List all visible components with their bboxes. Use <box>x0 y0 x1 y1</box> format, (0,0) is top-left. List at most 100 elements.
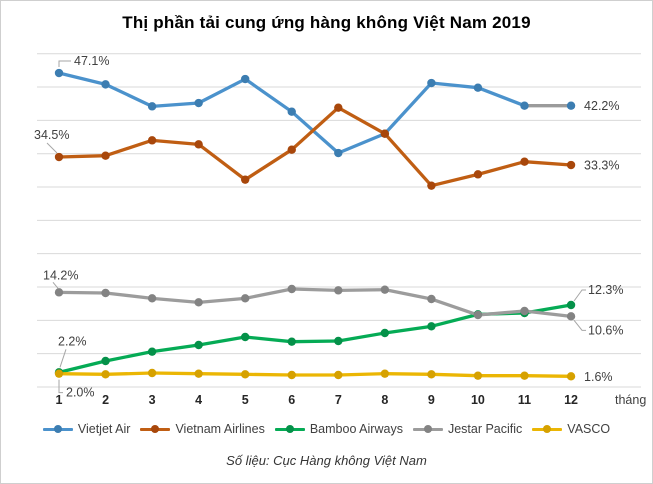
legend-dot-icon <box>423 425 432 433</box>
marker-jestar-pacific-m5 <box>241 294 250 303</box>
marker-vietjet-air-m1 <box>54 68 64 78</box>
line-segment-vietnam-airlines <box>103 138 154 158</box>
marker-vietjet-air-m9 <box>427 78 436 88</box>
marker-jestar-pacific-m3 <box>147 294 157 303</box>
x-tick-label: 8 <box>381 393 388 407</box>
marker-vietnam-airlines-m9 <box>427 181 436 190</box>
annotation-leader <box>573 320 587 331</box>
x-tick-label: 10 <box>471 393 485 407</box>
legend-item-bamboo-airways: Bamboo Airways <box>274 422 403 436</box>
line-segment-vasco <box>383 372 434 376</box>
marker-vietjet-air-m7 <box>334 148 343 158</box>
legend-line-icon <box>412 425 443 433</box>
marker-bamboo-airways-m6 <box>287 337 296 346</box>
line-segment-jestar-pacific <box>196 296 247 304</box>
line-chart: 1 2 3 4 5 6 7 8 9 10 11 12 tháng47.1%34.5%14.2%2.2%2… <box>34 53 646 407</box>
marker-jestar-pacific-m8 <box>380 285 390 294</box>
legend-dot-icon <box>285 425 294 433</box>
legend-label: Bamboo Airways <box>309 422 403 436</box>
line-segment-bamboo-airways <box>383 324 434 335</box>
marker-vietjet-air-m4 <box>194 98 203 108</box>
marker-vasco-m5 <box>241 370 250 379</box>
line-segment-jestar-pacific <box>290 287 340 292</box>
line-segment-vietnam-airlines <box>476 160 527 177</box>
x-tick-label: 11 <box>518 393 531 407</box>
chart-source: Số liệu: Cục Hàng không Việt Nam <box>226 453 427 468</box>
marker-jestar-pacific-m9 <box>427 294 436 304</box>
marker-vietnam-airlines-m8 <box>380 129 390 138</box>
x-tick-label: 3 <box>149 393 156 407</box>
data-label-vasco-m12: 1.6% <box>584 370 613 384</box>
data-label-vietnam-airlines-m1: 34.5% <box>34 128 69 142</box>
legend-item-vasco: VASCO <box>532 422 610 436</box>
marker-vietnam-airlines-m2 <box>101 151 110 160</box>
annotation-leader <box>46 142 58 154</box>
line-segment-vietjet-air <box>196 77 247 105</box>
line-segment-jestar-pacific <box>476 309 527 317</box>
line-segment-bamboo-airways <box>243 335 294 344</box>
marker-jestar-pacific-m7 <box>334 286 343 295</box>
marker-jestar-pacific-m10 <box>473 310 483 320</box>
line-segment-vasco <box>522 374 573 378</box>
marker-vasco-m12 <box>566 372 576 381</box>
marker-vietnam-airlines-m3 <box>147 136 157 145</box>
legend-line-icon <box>140 425 171 433</box>
line-segment-bamboo-airways <box>429 312 480 328</box>
marker-vasco-m8 <box>380 369 390 378</box>
x-tick-label: 1 <box>56 393 63 407</box>
line-segment-vietjet-air <box>57 71 108 87</box>
line-segment-jestar-pacific <box>336 288 387 292</box>
line-segment-jestar-pacific <box>103 291 154 300</box>
marker-vietjet-air-m6 <box>287 107 296 116</box>
annotation-leader <box>573 289 587 302</box>
legend-label: VASCO <box>567 422 611 436</box>
chart-legend: Vietjet Air Vietnam Airlines Bamboo Airway… <box>1 419 652 439</box>
annotation-leader <box>58 379 63 394</box>
marker-vietnam-airlines-m11 <box>520 157 529 166</box>
marker-bamboo-airways-m7 <box>334 336 343 346</box>
marker-bamboo-airways-m3 <box>147 347 157 356</box>
line-segment-bamboo-airways <box>57 359 108 374</box>
data-label-bamboo-airways-m12: 12.3% <box>588 283 623 297</box>
line-segment-vasco <box>336 372 387 377</box>
marker-jestar-pacific-m6 <box>287 284 296 294</box>
marker-vasco-m6 <box>287 370 296 380</box>
x-tick-label: 6 <box>288 393 295 407</box>
marker-vasco-m4 <box>194 369 203 378</box>
x-tick-label: 12 <box>564 393 578 407</box>
marker-vasco-m2 <box>101 370 110 379</box>
data-label-vietjet-air-m1: 47.1% <box>74 54 109 68</box>
line-segment-vietnam-airlines <box>429 172 480 188</box>
annotation-leader <box>59 349 67 368</box>
marker-vietjet-air-m11 <box>520 101 529 110</box>
line-segment-vietjet-air <box>150 101 201 109</box>
marker-vietjet-air-m2 <box>101 80 110 89</box>
marker-vietnam-airlines-m4 <box>194 140 203 149</box>
data-label-vasco-m1: 2.0% <box>66 386 95 400</box>
legend-item-jestar-pacific: Jestar Pacific <box>412 422 523 436</box>
line-segment-vietnam-airlines <box>522 160 573 167</box>
marker-jestar-pacific-m11 <box>520 306 529 316</box>
legend-line-icon <box>42 425 73 433</box>
line-segment-vietjet-air <box>383 81 434 136</box>
marker-vasco-m9 <box>427 370 436 379</box>
data-label-vietjet-air-m12: 42.2% <box>584 99 619 113</box>
line-segment-vietnam-airlines <box>243 148 294 182</box>
marker-vietnam-airlines-m5 <box>241 175 250 184</box>
line-segment-bamboo-airways <box>103 350 154 363</box>
marker-vietjet-air-m5 <box>241 74 250 84</box>
marker-vietnam-airlines-m7 <box>334 103 343 112</box>
marker-vasco-m11 <box>520 371 529 380</box>
marker-vietnam-airlines-m10 <box>473 170 483 179</box>
line-segment-jestar-pacific <box>243 287 294 300</box>
line-segment-vietjet-air <box>336 132 387 155</box>
marker-bamboo-airways-m9 <box>427 322 436 331</box>
legend-label: Jestar Pacific <box>447 422 523 436</box>
chart-title: Thị phần tải cung ứng hàng không Việt Na… <box>122 13 531 32</box>
legend-dot-icon <box>543 425 552 433</box>
legend-dot-icon <box>151 425 160 433</box>
line-segment-bamboo-airways <box>290 339 340 344</box>
legend-dot-icon <box>53 425 62 433</box>
line-segment-jestar-pacific <box>150 296 201 304</box>
